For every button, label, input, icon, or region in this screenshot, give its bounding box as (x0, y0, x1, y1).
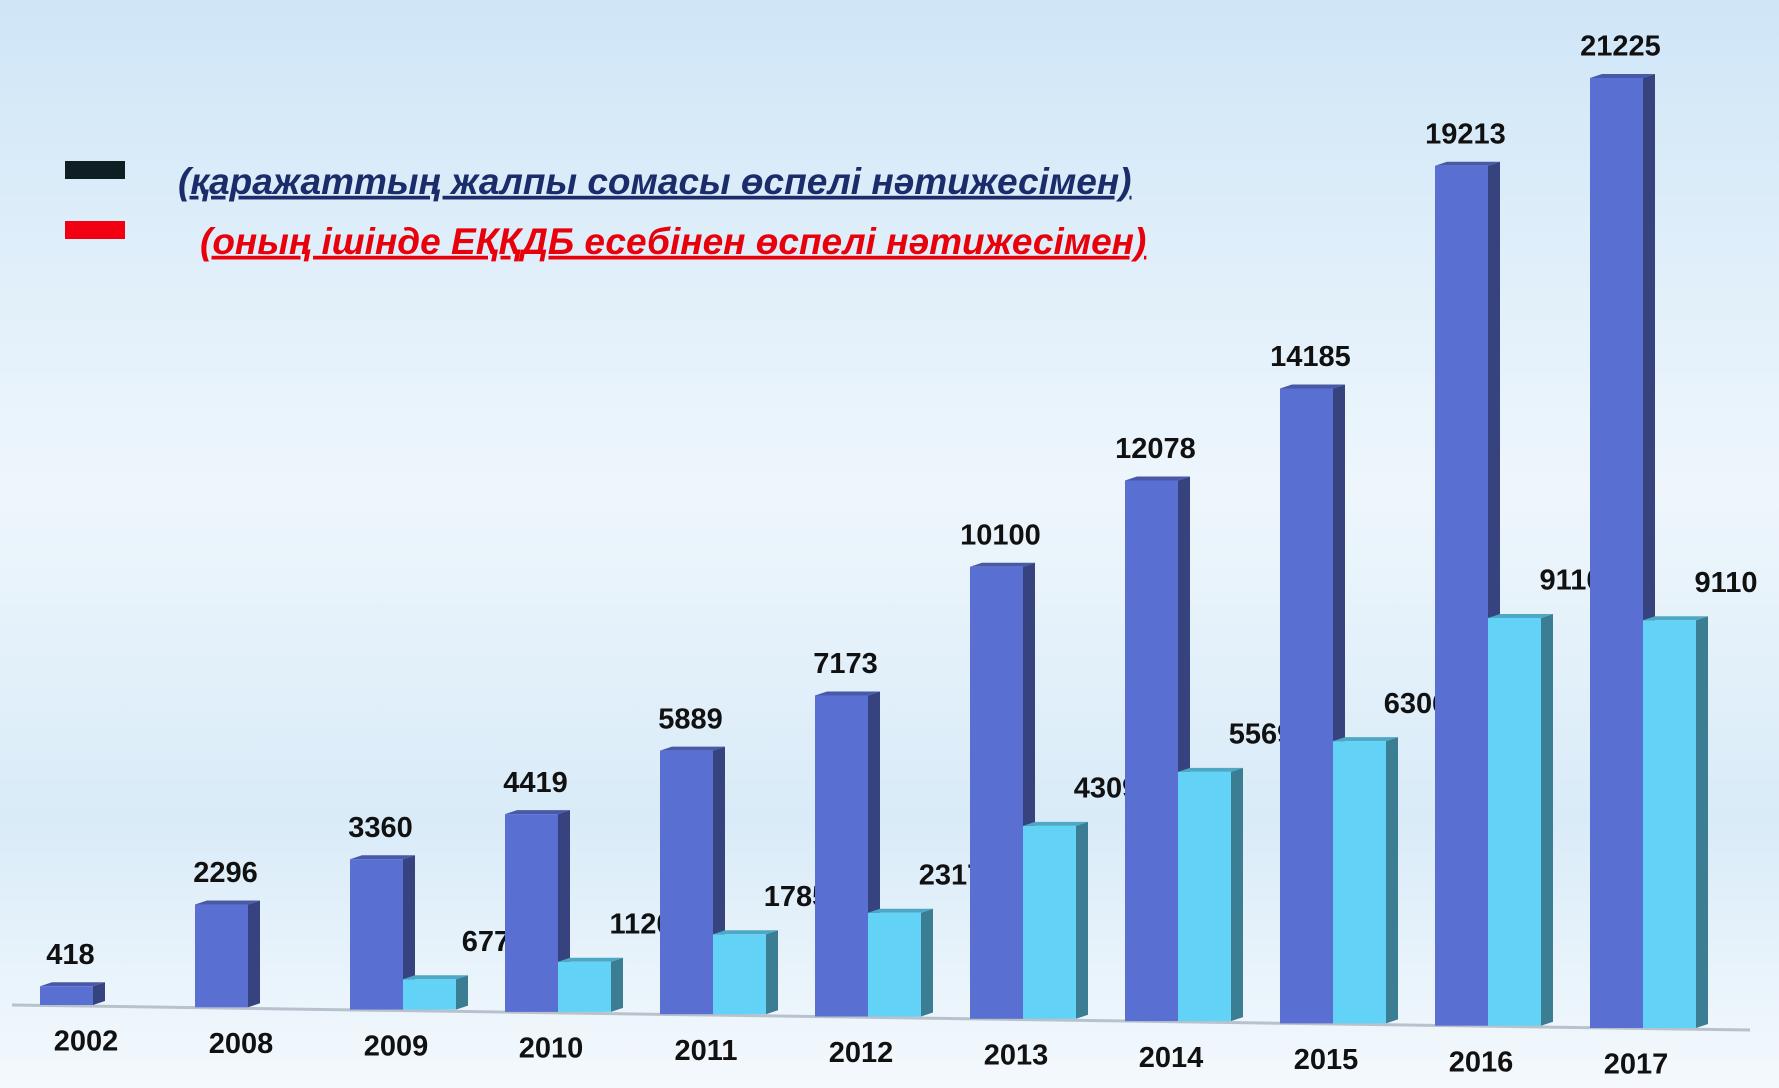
bar (195, 904, 248, 1008)
x-tick-label: 2017 (1604, 1049, 1669, 1081)
bar-top (660, 746, 725, 751)
bar-side (93, 982, 105, 1005)
bar (558, 961, 611, 1012)
bar-top (1023, 821, 1088, 826)
bar (868, 912, 921, 1017)
bar-side (766, 930, 778, 1015)
bar-top (350, 855, 415, 860)
x-tick-label: 2008 (209, 1028, 274, 1060)
bar-side (1386, 737, 1398, 1024)
bar (1125, 480, 1178, 1022)
bar-top (505, 810, 570, 815)
value-label: 7173 (813, 648, 878, 680)
bar-side (921, 908, 933, 1017)
bar (1435, 165, 1488, 1026)
bar-top (1435, 161, 1500, 166)
value-label: 677 (462, 926, 510, 958)
bar-top (1125, 476, 1190, 481)
value-label: 4419 (503, 767, 568, 799)
bar-top (1178, 767, 1243, 772)
value-label: 5889 (658, 703, 723, 735)
bar-top (558, 957, 623, 962)
bar (350, 859, 403, 1010)
bar-top (1590, 74, 1655, 78)
bar-side (611, 957, 623, 1012)
value-label: 21225 (1580, 31, 1661, 63)
bar (505, 814, 558, 1012)
x-tick-label: 2011 (675, 1035, 738, 1067)
bar-side (1696, 616, 1708, 1028)
bar (970, 566, 1023, 1019)
bar-top (713, 930, 778, 935)
x-tick-label: 2016 (1449, 1046, 1514, 1078)
value-label: 14185 (1270, 341, 1351, 373)
bar (660, 750, 713, 1015)
value-label: 12078 (1115, 433, 1196, 465)
bar-top (1333, 737, 1398, 742)
bar (1178, 771, 1231, 1022)
value-label: 418 (46, 939, 94, 971)
bar (1023, 825, 1076, 1019)
bar-side (1541, 613, 1553, 1026)
bar (815, 695, 868, 1017)
x-tick-label: 2010 (519, 1033, 584, 1065)
bar (1590, 78, 1643, 1028)
x-tick-label: 2013 (984, 1039, 1049, 1071)
bar (1280, 388, 1333, 1024)
bar (1488, 617, 1541, 1026)
baseline (11, 1003, 1751, 1032)
bar-side (1076, 821, 1088, 1019)
legend-swatch (65, 161, 125, 179)
bar (403, 979, 456, 1010)
bar-top (403, 975, 468, 980)
bar (1333, 741, 1386, 1024)
legend-label: (қаражаттың жалпы сомасы өспелі нәтижесі… (178, 161, 1132, 202)
bar-top (970, 562, 1035, 567)
value-label: 10100 (960, 519, 1041, 551)
value-label: 3360 (348, 812, 413, 844)
value-label: 9110 (1695, 567, 1758, 599)
x-tick-label: 2012 (829, 1037, 894, 1069)
value-label: 19213 (1425, 118, 1506, 150)
legend-label: (оның ішінде ЕҚҚДБ есебінен өспелі нәтиж… (200, 221, 1146, 262)
bar (40, 986, 93, 1005)
x-tick-label: 2015 (1294, 1044, 1359, 1076)
bar-top (815, 691, 880, 696)
bar (1643, 620, 1696, 1028)
bar-side (403, 855, 415, 1010)
legend-swatch (65, 221, 125, 239)
bar-side (456, 975, 468, 1010)
bar-top (1280, 384, 1345, 389)
bar-top (40, 982, 105, 987)
bar-top (1643, 616, 1708, 621)
bar (713, 934, 766, 1015)
bar-side (248, 900, 260, 1008)
x-tick-label: 2002 (54, 1026, 119, 1058)
bar-top (1488, 613, 1553, 618)
bar-top (868, 908, 933, 913)
x-tick-label: 2009 (364, 1030, 429, 1062)
bar-top (195, 900, 260, 905)
value-label: 2296 (193, 857, 258, 889)
bar-side (1231, 767, 1243, 1022)
x-tick-label: 2014 (1139, 1042, 1204, 1074)
